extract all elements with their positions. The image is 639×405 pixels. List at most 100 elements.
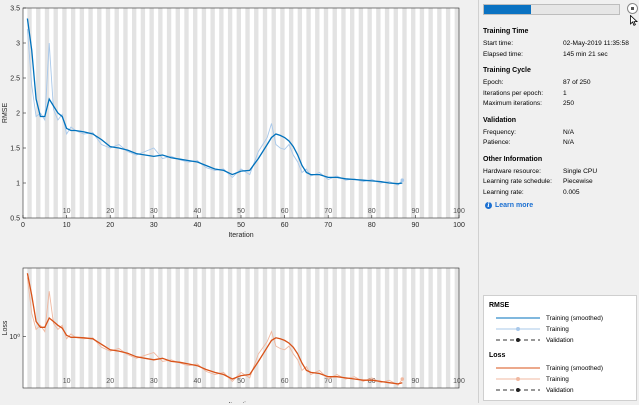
epoch-band: [437, 8, 442, 218]
epoch-band: [323, 268, 329, 388]
training-time-title: Training Time: [483, 28, 529, 35]
x-axis-label: Iteration: [228, 232, 253, 239]
epoch-band: [419, 8, 425, 218]
epoch-band: [323, 8, 329, 218]
epoch-band: [88, 8, 93, 218]
legend-loss-smoothed: Training (smoothed): [496, 363, 603, 373]
patience-row: Patience: N/A: [483, 139, 574, 146]
epoch-band: [62, 8, 67, 218]
plot-legend: RMSE Training (smoothed) Training Valida…: [483, 295, 637, 401]
epoch-band: [149, 8, 154, 218]
x-tick-label: 30: [150, 222, 158, 229]
mouse-cursor-icon: [630, 15, 638, 26]
training-info: Training Time Start time: 02-May-2019 11:…: [483, 24, 637, 198]
epoch-band: [158, 8, 163, 218]
epoch-band: [350, 8, 355, 218]
epoch-band: [280, 268, 285, 388]
epoch-band: [288, 8, 294, 218]
epoch-band: [262, 268, 268, 388]
epoch-band: [384, 8, 390, 218]
epoch-band: [132, 268, 137, 388]
epoch-band: [419, 268, 425, 388]
epoch-band: [454, 8, 459, 218]
x-tick-label: 20: [106, 222, 114, 229]
epoch-band: [70, 268, 76, 388]
epoch-band: [271, 268, 276, 388]
epoch-band: [428, 8, 433, 218]
frequency-row: Frequency: N/A: [483, 128, 574, 136]
x-tick-label: 10: [63, 222, 71, 229]
epoch-label: 40: [194, 208, 202, 215]
epoch-band: [219, 8, 224, 218]
epoch-band: [367, 268, 372, 388]
learn-more-link[interactable]: i Learn more: [485, 202, 533, 209]
legend-rmse-smoothed: Training (smoothed): [496, 313, 603, 323]
epoch-band: [149, 268, 154, 388]
epoch-row: Epoch: 87 of 250: [483, 79, 591, 86]
epoch-band: [227, 8, 233, 218]
epoch-band: [27, 268, 32, 388]
epoch-label: 20: [106, 208, 114, 215]
y-tick-label: 1.5: [10, 146, 20, 153]
epoch-band: [140, 8, 146, 218]
legend-loss-training: Training: [496, 374, 569, 384]
epoch-band: [332, 8, 337, 218]
epoch-label: 60: [281, 208, 289, 215]
epoch-band: [358, 8, 364, 218]
epoch-band: [184, 8, 189, 218]
legend-loss-title: Loss: [489, 352, 506, 359]
epoch-band: [175, 8, 180, 218]
epoch-band: [114, 268, 119, 388]
y-tick-label: 10⁰: [9, 333, 20, 341]
epoch-label: 20: [106, 378, 114, 385]
epoch-band: [44, 268, 50, 388]
epoch-label: 90: [412, 208, 420, 215]
side-panel: Training Time Start time: 02-May-2019 11:…: [478, 0, 639, 403]
epoch-band: [166, 8, 172, 218]
epoch-band: [306, 268, 311, 388]
epoch-band: [210, 268, 215, 388]
x-tick-label: 40: [194, 222, 202, 229]
epoch-band: [384, 268, 390, 388]
plot-frame: [22, 267, 460, 389]
epoch-band: [201, 268, 207, 388]
epoch-band: [411, 268, 416, 388]
legend-rmse-title: RMSE: [489, 302, 510, 309]
epoch-band: [158, 268, 163, 388]
epoch-label: 10: [63, 208, 71, 215]
stop-training-button[interactable]: [627, 3, 638, 14]
epoch-label: 90: [412, 378, 420, 385]
x-tick-label: 60: [281, 222, 289, 229]
training-plots: 0.5 1 1.5 2 2.5 3 3.5 0 10 20 30 40 50 60 70 80 90 100 10 2…: [2, 6, 465, 405]
epoch-band: [201, 8, 207, 218]
y-tick-label: 2.5: [10, 76, 20, 83]
epoch-band: [166, 268, 172, 388]
epoch-band: [341, 268, 346, 388]
x-tick-label: 50: [237, 222, 245, 229]
legend-marker-line-icon: [496, 377, 540, 381]
epoch-label: 40: [194, 378, 202, 385]
epoch-band: [297, 8, 303, 218]
epoch-band: [245, 268, 250, 388]
x-tick-label: 80: [368, 222, 376, 229]
y-axis-label: Loss: [2, 320, 9, 335]
epoch-band: [376, 268, 381, 388]
validation-title: Validation: [483, 116, 517, 124]
epoch-band: [53, 8, 58, 218]
epoch-label: 100: [453, 378, 465, 385]
epoch-band: [297, 268, 303, 388]
epoch-band: [70, 8, 76, 218]
epoch-band: [123, 268, 128, 388]
legend-marker-line-icon: [496, 327, 540, 331]
legend-line-icon: [496, 317, 540, 319]
epoch-band: [288, 268, 294, 388]
epoch-band: [341, 8, 346, 218]
y-axis-label: RMSE: [2, 103, 9, 124]
epoch-band: [105, 268, 111, 388]
other-info-title: Other Information: [483, 155, 543, 163]
training-smoothed-line: [26, 18, 403, 185]
epoch-band: [227, 268, 233, 388]
y-tick-label: 3.5: [10, 6, 20, 13]
epoch-band: [79, 268, 85, 388]
training-progress-fill: [484, 5, 531, 14]
